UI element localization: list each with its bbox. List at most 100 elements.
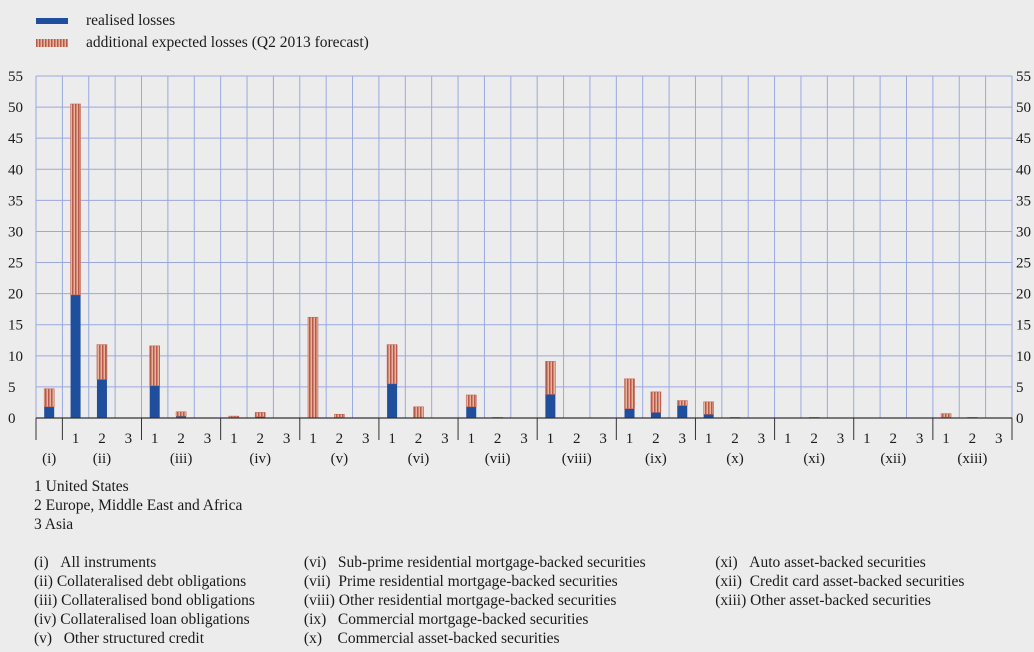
y-tick-label-left: 15 — [8, 318, 23, 334]
bar-realised — [624, 408, 635, 418]
x-tick-label-region: 2 — [336, 431, 344, 447]
legend-label: additional expected losses (Q2 2013 fore… — [86, 34, 369, 51]
y-tick-label-right: 5 — [1016, 380, 1024, 396]
x-tick-label-region: 1 — [705, 431, 713, 447]
x-tick-label-region: 2 — [731, 431, 739, 447]
x-tick-label-region: 1 — [942, 431, 950, 447]
x-tick-label-region: 2 — [98, 431, 106, 447]
bar-realised — [703, 414, 714, 418]
bar-realised — [466, 406, 477, 418]
bar-expected — [465, 394, 477, 408]
bar-realised — [677, 405, 688, 418]
y-tick-label-right: 10 — [1016, 349, 1031, 365]
x-tick-label-region: 1 — [863, 431, 871, 447]
x-tick-label-region: 1 — [626, 431, 634, 447]
category-note: (vi) Sub-prime residential mortgage-back… — [303, 554, 646, 571]
region-note-2: 2 Europe, Middle East and Africa — [34, 497, 243, 514]
x-group-label: (v) — [331, 451, 349, 467]
bar-expected — [545, 361, 556, 395]
region-note-3: 3 Asia — [34, 516, 74, 533]
bar-expected — [624, 378, 635, 409]
bar-expected — [254, 412, 266, 418]
x-tick-label-region: 2 — [890, 431, 898, 447]
x-tick-label-region: 2 — [415, 431, 423, 447]
x-tick-label-region: 3 — [125, 431, 133, 447]
x-group-label: (xiii) — [957, 451, 987, 467]
x-tick-label-region: 2 — [494, 431, 502, 447]
bar-expected — [96, 344, 108, 380]
x-group-label: (vii) — [485, 451, 511, 467]
bar-expected — [175, 411, 187, 417]
y-tick-label-right: 55 — [1016, 69, 1031, 85]
chart-grid — [35, 75, 1013, 419]
bar-realised — [255, 416, 266, 418]
x-tick-label-region: 3 — [520, 431, 528, 447]
x-tick-label-region: 2 — [177, 431, 185, 447]
category-key-column-2: (vi) Sub-prime residential mortgage-back… — [304, 553, 715, 648]
x-tick-label-region: 3 — [995, 431, 1003, 447]
bar-realised — [650, 412, 661, 418]
x-tick-label-region: 3 — [441, 431, 449, 447]
category-key-column-1: (i) All instruments (ii) Collateralised … — [34, 553, 304, 648]
y-tick-label-left: 40 — [8, 162, 23, 178]
y-tick-label-left: 30 — [8, 224, 23, 240]
x-tick-label-region: 3 — [362, 431, 370, 447]
bar-expected — [70, 103, 81, 296]
category-note: (vii) Prime residential mortgage-backed … — [303, 573, 618, 590]
y-tick-label-left: 25 — [8, 256, 23, 272]
category-note: (viii) Other residential mortgage-backed… — [303, 592, 617, 609]
category-key: (i) All instruments (ii) Collateralised … — [34, 553, 1024, 648]
x-tick-label-region: 1 — [72, 431, 80, 447]
y-tick-label-left: 35 — [8, 193, 23, 209]
y-tick-label-left: 20 — [8, 287, 23, 303]
x-tick-label-region: 1 — [547, 431, 555, 447]
x-tick-label-region: 1 — [309, 431, 317, 447]
x-tick-label-region: 1 — [467, 431, 475, 447]
y-tick-label-right: 30 — [1016, 224, 1031, 240]
bar-expected — [940, 413, 952, 418]
x-tick-label-region: 2 — [969, 431, 977, 447]
y-tick-label-left: 5 — [8, 380, 16, 396]
x-tick-label-region: 1 — [151, 431, 159, 447]
x-group-label: (ii) — [93, 451, 111, 467]
x-tick-label-region: 3 — [283, 431, 291, 447]
y-tick-label-right: 0 — [1016, 411, 1024, 427]
x-group-label: (xii) — [880, 451, 906, 467]
x-tick-label-region: 1 — [784, 431, 792, 447]
bar-expected — [307, 316, 319, 419]
bar-realised — [387, 383, 398, 418]
bar-expected — [334, 413, 345, 418]
bar-expected — [703, 401, 714, 415]
y-tick-label-right: 15 — [1016, 318, 1031, 334]
bar-realised — [545, 394, 556, 418]
category-note: (iii) Collateralised bond obligations — [34, 592, 255, 609]
chart-notes: 1 United States 2 Europe, Middle East an… — [34, 477, 964, 647]
region-note-1: 1 United States — [34, 478, 129, 495]
bar-expected — [43, 388, 55, 408]
x-group-label: (xi) — [803, 451, 825, 467]
bar-realised — [176, 416, 187, 418]
legend-label: realised losses — [86, 12, 175, 29]
bar-realised — [70, 294, 81, 418]
chart-legend: realised losses additional expected losse… — [36, 12, 369, 51]
y-tick-label-right: 35 — [1016, 193, 1031, 209]
x-group-label: (x) — [726, 451, 744, 467]
x-tick-label-region: 3 — [758, 431, 766, 447]
y-tick-label-right: 50 — [1016, 100, 1031, 116]
bar-expected — [676, 400, 688, 406]
y-tick-label-right: 20 — [1016, 287, 1031, 303]
legend-swatch-expected — [36, 39, 68, 47]
y-tick-label-left: 50 — [8, 100, 23, 116]
category-note: (xi) Auto asset-backed securities — [715, 554, 926, 571]
y-tick-label-left: 10 — [8, 349, 23, 365]
region-key: 1 United States 2 Europe, Middle East an… — [34, 477, 242, 534]
x-tick-label-region: 2 — [652, 431, 660, 447]
x-group-label: (viii) — [562, 451, 592, 467]
category-note: (v) Other structured credit — [34, 630, 205, 647]
x-tick-label-region: 3 — [599, 431, 607, 447]
category-note: (iv) Collateralised loan obligations — [34, 611, 250, 628]
legend-swatch-realised — [36, 18, 68, 24]
x-group-label: (vi) — [408, 451, 430, 467]
category-note: (ix) Commercial mortgage-backed securiti… — [303, 611, 589, 628]
